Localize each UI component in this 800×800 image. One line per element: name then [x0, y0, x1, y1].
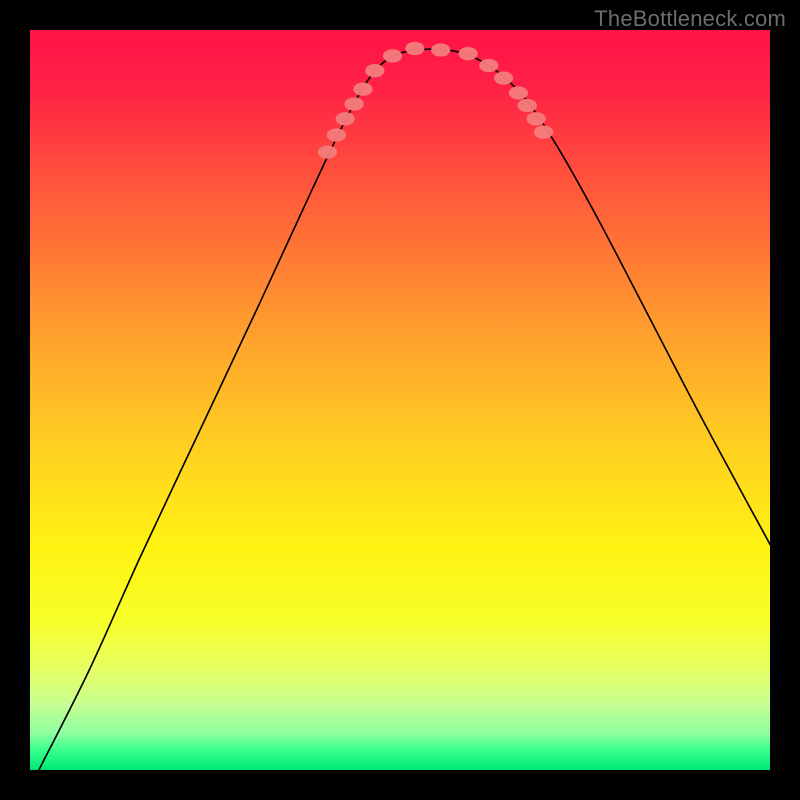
marker-point	[509, 86, 528, 99]
marker-point	[534, 125, 553, 138]
plot-area	[30, 30, 770, 770]
markers-group	[318, 42, 553, 159]
marker-point	[431, 43, 450, 56]
marker-point	[365, 64, 384, 77]
marker-point	[345, 97, 364, 110]
markers-layer	[30, 30, 770, 770]
marker-point	[494, 71, 513, 84]
marker-point	[518, 99, 537, 112]
marker-point	[383, 49, 402, 62]
marker-point	[327, 128, 346, 141]
marker-point	[405, 42, 424, 55]
marker-point	[318, 145, 337, 158]
marker-point	[336, 112, 355, 125]
stage: TheBottleneck.com	[0, 0, 800, 800]
watermark-text: TheBottleneck.com	[594, 6, 786, 32]
marker-point	[527, 112, 546, 125]
marker-point	[353, 83, 372, 96]
marker-point	[479, 59, 498, 72]
marker-point	[458, 47, 477, 60]
